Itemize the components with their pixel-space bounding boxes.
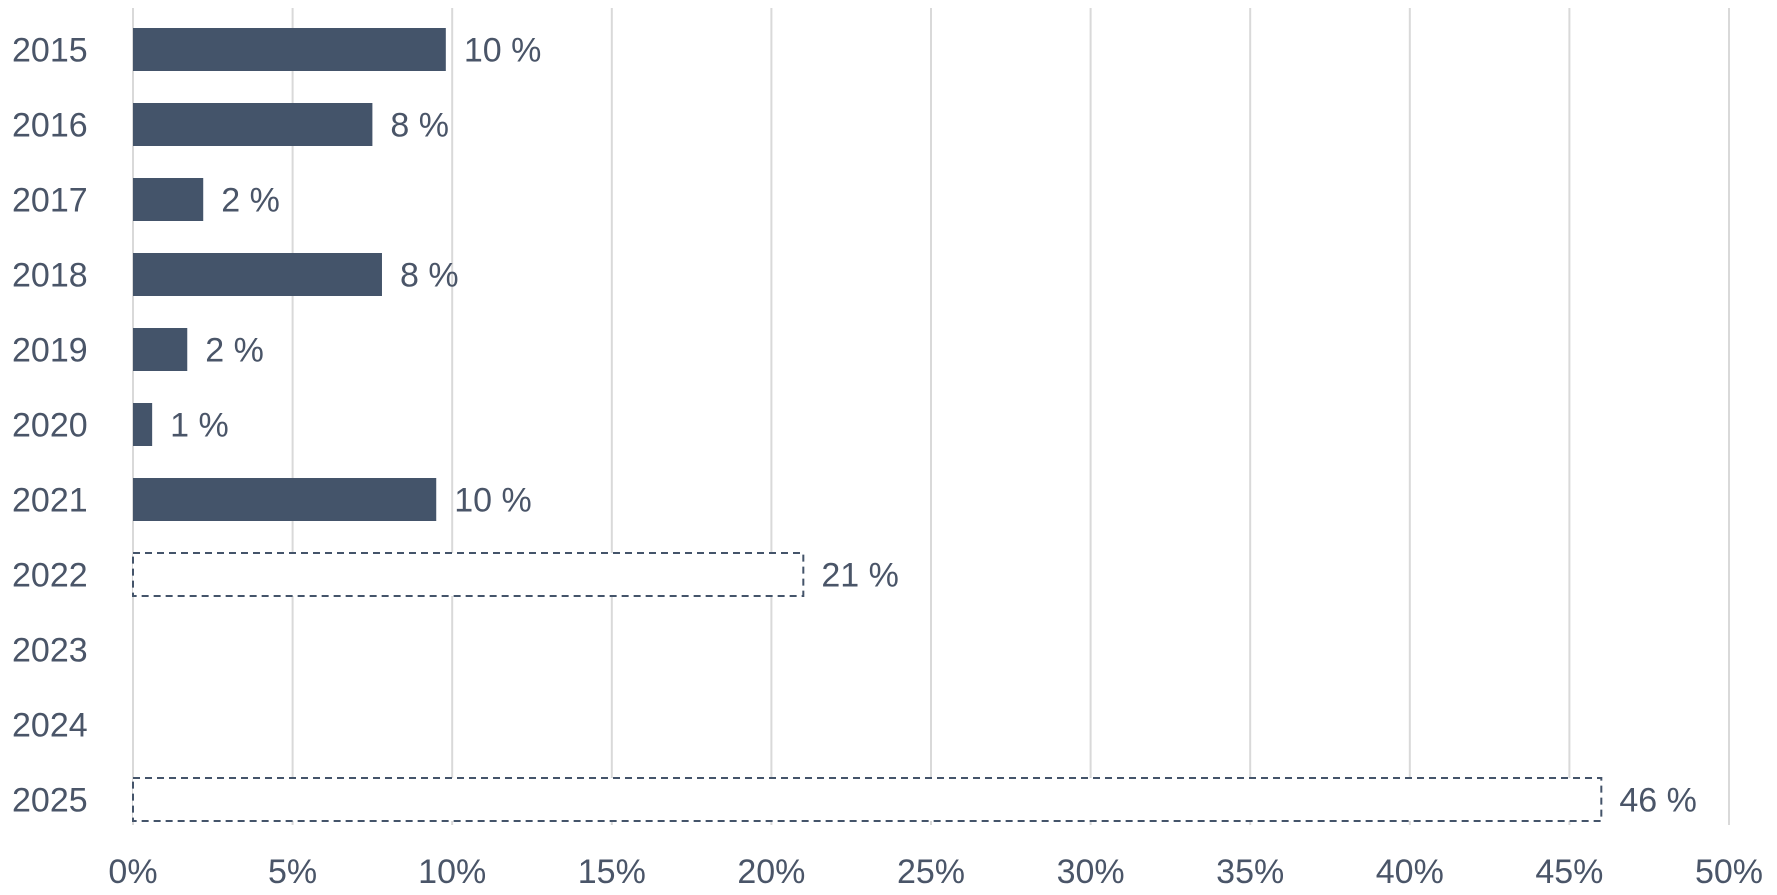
data-label: 8 %: [400, 257, 459, 295]
bars: [132, 28, 1603, 822]
category-label: 2015: [12, 32, 88, 70]
x-tick-label: 30%: [1057, 853, 1125, 891]
bar: [133, 478, 437, 521]
category-label: 2017: [12, 182, 88, 220]
data-label: 46 %: [1619, 782, 1697, 820]
x-tick-label: 40%: [1376, 853, 1444, 891]
data-label: 10 %: [464, 32, 542, 70]
data-label: 21 %: [821, 557, 899, 595]
category-label: 2020: [12, 407, 88, 445]
data-label: 8 %: [390, 107, 449, 145]
x-tick-label: 35%: [1216, 853, 1284, 891]
category-label: 2024: [12, 707, 88, 745]
x-tick-label: 25%: [897, 853, 965, 891]
category-label: 2025: [12, 782, 88, 820]
x-tick-label: 10%: [418, 853, 486, 891]
category-label: 2022: [12, 557, 88, 595]
bar: [133, 28, 446, 71]
category-label: 2016: [12, 107, 88, 145]
data-label: 2 %: [221, 182, 280, 220]
bar: [133, 103, 373, 146]
labels: 0% 5% 10% 15% 20% 25% 30% 35% 40% 45% 50% 2015 2016 2…: [12, 32, 1763, 892]
x-tick-label: 45%: [1535, 853, 1603, 891]
bar: [133, 178, 204, 221]
data-label: 10 %: [454, 482, 532, 520]
bar: [133, 253, 382, 296]
bar: [133, 328, 188, 371]
category-label: 2021: [12, 482, 88, 520]
category-label: 2023: [12, 632, 88, 670]
category-label: 2018: [12, 257, 88, 295]
bar-projection: [132, 552, 805, 597]
category-label: 2019: [12, 332, 88, 370]
data-label: 2 %: [205, 332, 264, 370]
bar: [133, 403, 153, 446]
data-label: 1 %: [170, 407, 229, 445]
x-tick-label: 5%: [268, 853, 317, 891]
x-tick-label: 15%: [578, 853, 646, 891]
x-tick-label: 50%: [1695, 853, 1763, 891]
x-tick-label: 20%: [737, 853, 805, 891]
bar-projection: [132, 777, 1603, 822]
x-tick-label: 0%: [108, 853, 157, 891]
